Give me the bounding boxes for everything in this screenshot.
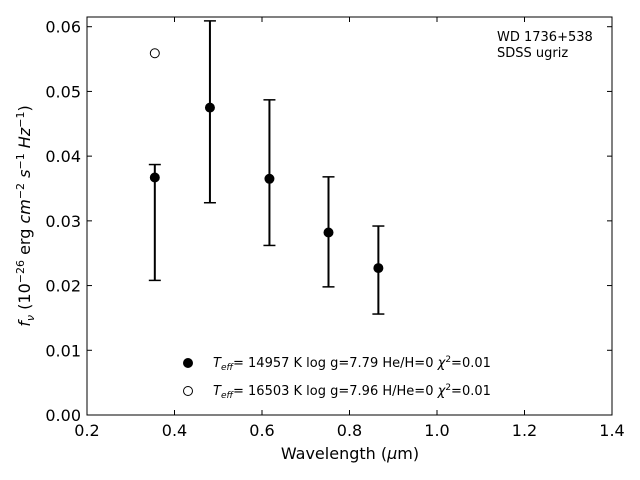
y-tick-label: 0.06 xyxy=(45,18,81,37)
y-tick-label: 0.05 xyxy=(45,82,81,101)
error-bar xyxy=(263,99,276,247)
error-bar xyxy=(148,163,161,282)
error-bars xyxy=(148,20,385,315)
x-tick-label: 0.8 xyxy=(337,421,362,440)
y-axis-label: fν (10−26 erg cm−2 s−1 Hz−1) xyxy=(14,105,37,326)
x-tick-label: 0.6 xyxy=(249,421,274,440)
legend-marker-filled xyxy=(183,358,193,368)
model-point-filled xyxy=(323,227,334,238)
x-tick-label: 0.2 xyxy=(74,421,99,440)
model-point-filled xyxy=(264,173,275,184)
data-points xyxy=(149,48,384,274)
annotation-line-1: WD 1736+538 xyxy=(497,30,593,45)
legend-entry-1: Teff= 14957 K log g=7.79 He/H=0 χ2=0.01 xyxy=(213,355,491,373)
x-axis-label: Wavelength (μm) xyxy=(281,444,419,463)
x-tick-label: 1.2 xyxy=(512,421,537,440)
y-tick-label: 0.00 xyxy=(45,406,81,425)
y-tick-label: 0.02 xyxy=(45,277,81,296)
y-tick-label: 0.03 xyxy=(45,212,81,231)
annotation-line-2: SDSS ugriz xyxy=(497,46,568,61)
legend-entry-2: Teff= 16503 K log g=7.96 H/He=0 χ2=0.01 xyxy=(213,383,491,401)
axis-ticks: 0.2 0.4 0.6 0.8 1.0 1.2 1.4 0.00 0.01 0.02 0.03 0.0… xyxy=(45,17,625,440)
x-tick-label: 0.4 xyxy=(162,421,187,440)
model-point-filled xyxy=(204,102,215,113)
model-point-filled xyxy=(149,172,160,183)
x-tick-label: 1.4 xyxy=(599,421,624,440)
model-point-open xyxy=(149,48,160,59)
model-point-filled xyxy=(373,263,384,274)
x-tick-label: 1.0 xyxy=(424,421,449,440)
y-tick-label: 0.01 xyxy=(45,341,81,360)
legend-marker-open xyxy=(183,386,193,396)
y-tick-label: 0.04 xyxy=(45,147,81,166)
legend: Teff= 14957 K log g=7.79 He/H=0 χ2=0.01 … xyxy=(183,355,491,401)
